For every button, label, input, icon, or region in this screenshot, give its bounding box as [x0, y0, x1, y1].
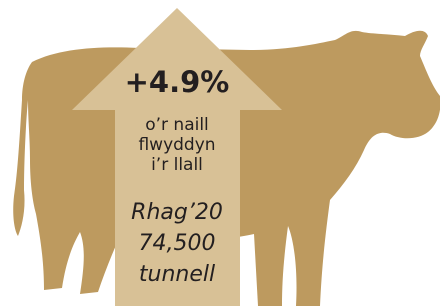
unit: tunnell — [139, 262, 215, 287]
period: Rhag’20 — [131, 200, 223, 225]
description-line: flwyddyn — [138, 135, 215, 155]
amount: 74,500 — [139, 231, 216, 256]
infographic: +4.9% o’r naill flwyddyn i’r llall Rhag’… — [0, 0, 440, 306]
change-headline: +4.9% — [125, 65, 230, 99]
description-line: o’r naill — [145, 115, 209, 135]
description-line: i’r llall — [151, 155, 203, 175]
